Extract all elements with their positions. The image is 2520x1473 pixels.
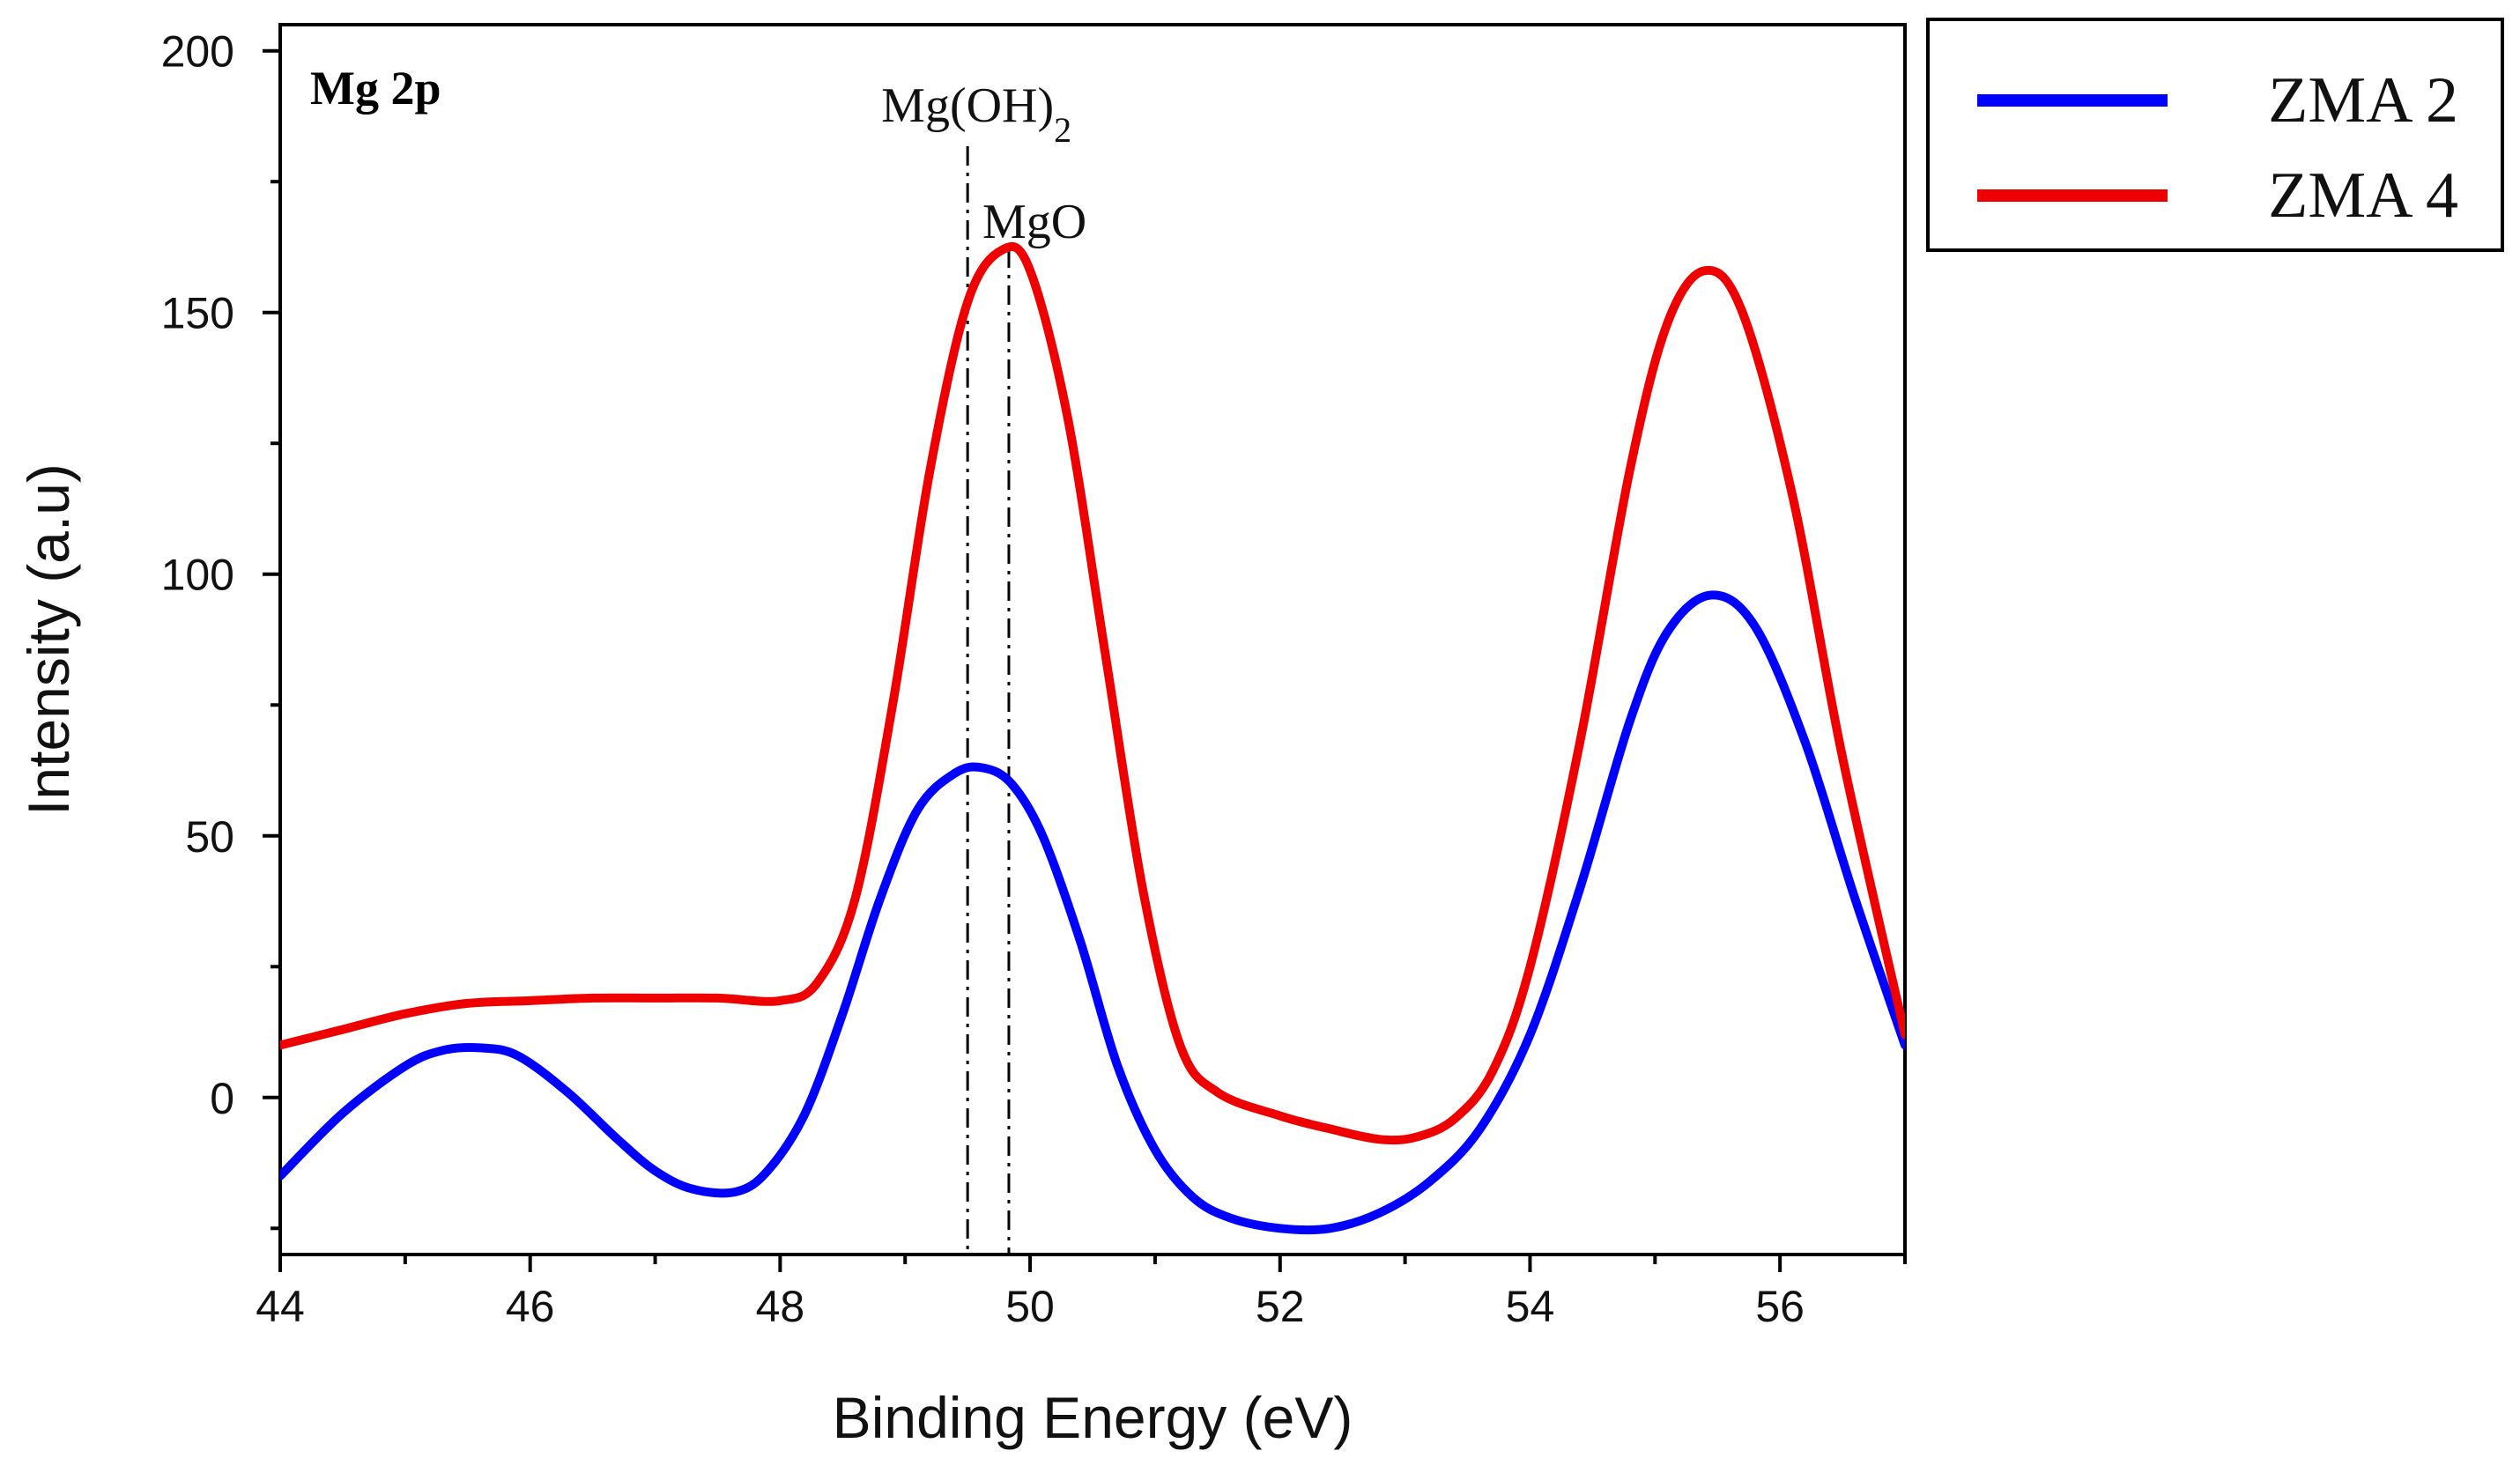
x-tick-label: 46 [506, 1282, 555, 1331]
series-line-zma-2 [280, 590, 1905, 1235]
x-tick-label: 52 [1256, 1282, 1305, 1331]
legend-label-zma-2: ZMA 2 [2268, 64, 2458, 137]
annotation-mg-oh-2: Mg(OH)2 [881, 78, 1071, 150]
x-axis-title: Binding Energy (eV) [833, 1385, 1353, 1450]
y-tick-label: 100 [161, 551, 234, 600]
y-tick-label: 50 [185, 812, 234, 862]
y-axis-title: Intensity (a.u) [16, 463, 81, 816]
series-line-zma-4 [280, 241, 1905, 1145]
legend: ZMA 2 ZMA 4 [1926, 18, 2504, 252]
legend-label-zma-4: ZMA 4 [2268, 159, 2458, 232]
x-tick-label: 50 [1005, 1282, 1055, 1331]
plot-frame [278, 23, 1907, 1256]
x-tick-label: 48 [756, 1282, 805, 1331]
series-lines [280, 241, 1905, 1235]
x-tick-label: 56 [1755, 1282, 1805, 1331]
y-tick-label: 150 [161, 289, 234, 338]
y-tick-label: 200 [161, 27, 234, 77]
y-tick-label: 0 [210, 1074, 234, 1123]
annotation-lines [966, 146, 1011, 1255]
axis-ticks [263, 48, 1907, 1272]
annotation-mgo: MgO [982, 195, 1086, 249]
legend-box [1926, 18, 2504, 252]
x-tick-label: 44 [256, 1282, 305, 1331]
axis-tick-labels: 44 46 48 50 52 54 56 0 50 100 150 200 [161, 27, 1805, 1331]
panel-label: Mg 2p [310, 62, 441, 115]
x-tick-label: 54 [1506, 1282, 1555, 1331]
